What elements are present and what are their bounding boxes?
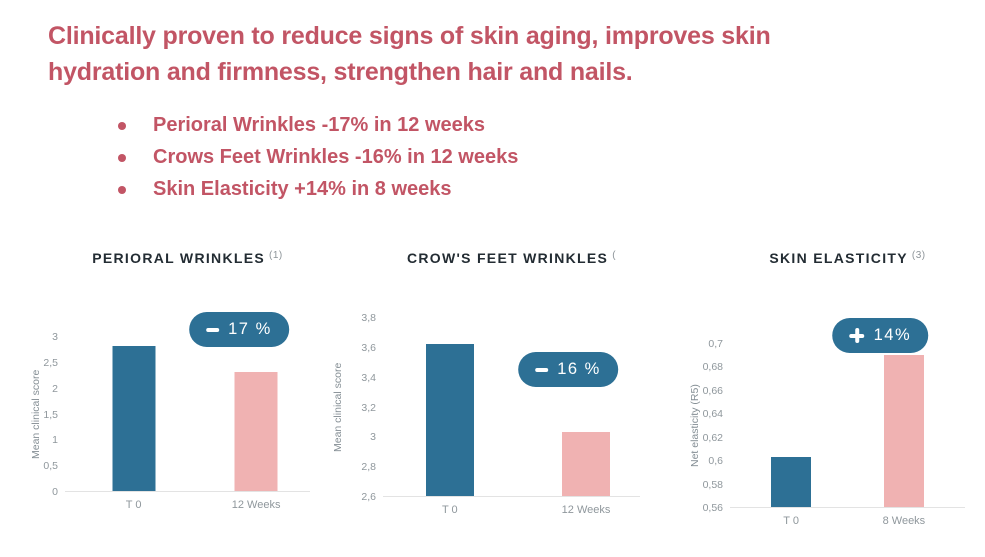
minus-icon: [535, 367, 549, 372]
plot-area: 16 %: [383, 318, 640, 497]
badge-label: 16 %: [557, 360, 601, 378]
list-item: Crows Feet Wrinkles -16% in 12 weeks: [118, 146, 518, 169]
y-tick-label: 3: [52, 331, 58, 343]
x-axis-line: [730, 507, 965, 508]
chart-skin-elasticity: SKIN ELASTICITY (3) Net elasticity (R5) 0,7…: [687, 250, 965, 528]
x-category-label: T 0: [441, 504, 458, 516]
y-axis-ticks: 0,7 0,68 0,66 0,64 0,62 0,6 0,58 0,56: [702, 338, 730, 514]
chart-title-superscript: (3): [911, 250, 926, 261]
chart-title-text: CROW'S FEET WRINKLES: [406, 250, 609, 266]
bullet-icon: [118, 153, 126, 162]
plot-area: 17 %: [65, 312, 310, 492]
bar-12-weeks: [234, 372, 278, 491]
list-item: Perioral Wrinkles -17% in 12 weeks: [118, 114, 518, 137]
chart-title: PERIORAL WRINKLES (1): [28, 250, 310, 270]
bullet-icon: [118, 185, 126, 194]
bar-12-weeks: [562, 431, 611, 496]
bar-t-0: [771, 456, 812, 507]
chart-title-superscript: (: [612, 250, 617, 261]
y-axis-label: Net elasticity (R5): [689, 384, 701, 468]
chart-title-text: PERIORAL WRINKLES: [92, 250, 265, 266]
chart-perioral-wrinkles: PERIORAL WRINKLES (1) Mean clinical score 3…: [28, 250, 310, 512]
bar-t-0: [425, 343, 474, 496]
page-title: Clinically proven to reduce signs of ski…: [48, 22, 771, 86]
change-badge: 14%: [832, 318, 929, 353]
change-badge: 17 %: [189, 312, 289, 347]
chart-body: Mean clinical score 3,8 3,6 3,4 3,2 3 2,8 2,6 16…: [330, 312, 640, 517]
y-tick-label: 0,64: [702, 408, 723, 421]
list-item: Skin Elasticity +14% in 8 weeks: [118, 178, 518, 201]
x-category-label: T 0: [783, 515, 799, 527]
bar-8-weeks: [883, 354, 924, 507]
y-tick-label: 1,5: [43, 408, 58, 421]
y-tick-label: 3,8: [361, 312, 376, 324]
x-axis-line: [65, 491, 310, 492]
y-tick-label: 2,8: [361, 461, 376, 474]
chart-title: CROW'S FEET WRINKLES(: [330, 250, 640, 270]
change-badge: 16 %: [518, 352, 618, 387]
chart-crow-s-feet-wrinkles: CROW'S FEET WRINKLES( Mean clinical score…: [330, 250, 640, 517]
y-tick-label: 2,6: [361, 491, 376, 503]
x-axis-line: [383, 496, 640, 497]
y-tick-label: 0,5: [43, 460, 58, 473]
y-tick-label: 0,66: [702, 384, 723, 397]
y-axis-label: Mean clinical score: [332, 362, 344, 453]
y-tick-label: 2: [52, 382, 58, 395]
y-tick-label: 3,6: [361, 341, 376, 354]
y-axis-ticks: 3,8 3,6 3,4 3,2 3 2,8 2,6: [346, 312, 383, 503]
bullet-icon: [118, 121, 126, 130]
chart-title: SKIN ELASTICITY (3): [687, 250, 965, 270]
bar-t-0: [112, 346, 156, 491]
y-tick-label: 0,56: [702, 502, 723, 514]
minus-icon: [206, 327, 220, 332]
y-tick-label: 0,68: [702, 361, 723, 374]
x-category-label: 12 Weeks: [231, 499, 281, 511]
y-tick-label: 3,2: [361, 401, 376, 414]
x-axis-labels: T 0 12 Weeks: [383, 497, 640, 517]
x-category-label: T 0: [125, 499, 142, 511]
x-category-label: 12 Weeks: [561, 504, 611, 516]
x-category-label: 8 Weeks: [882, 515, 926, 527]
chart-body: Net elasticity (R5) 0,7 0,68 0,66 0,64 0,62 0,…: [687, 318, 965, 528]
x-axis-labels: T 0 8 Weeks: [730, 508, 965, 528]
plot-area: 14%: [730, 318, 965, 508]
y-tick-label: 0,58: [702, 478, 723, 491]
plot-wrap: 17 % T 0 12 Weeks: [65, 312, 310, 512]
benefits-list: Perioral Wrinkles -17% in 12 weeks Crows…: [118, 114, 518, 210]
benefit-item-text: Skin Elasticity +14% in 8 weeks: [153, 178, 452, 200]
chart-title-text: SKIN ELASTICITY: [769, 250, 908, 266]
y-tick-label: 3,4: [361, 371, 376, 384]
plot-wrap: 16 % T 0 12 Weeks: [383, 318, 640, 517]
badge-label: 14%: [873, 326, 912, 344]
y-tick-label: 0,6: [708, 455, 723, 468]
x-axis-labels: T 0 12 Weeks: [65, 492, 310, 512]
benefit-item-text: Crows Feet Wrinkles -16% in 12 weeks: [153, 146, 519, 168]
charts-row: PERIORAL WRINKLES (1) Mean clinical score 3…: [0, 240, 985, 557]
chart-title-superscript: (1): [269, 250, 283, 261]
y-tick-label: 2,5: [43, 356, 58, 369]
y-tick-label: 0,7: [708, 338, 723, 350]
y-tick-label: 3: [370, 431, 376, 444]
y-tick-label: 0,62: [702, 431, 723, 444]
y-tick-label: 0: [52, 486, 58, 498]
badge-label: 17 %: [228, 320, 272, 338]
plot-wrap: 14% T 0 8 Weeks: [730, 318, 965, 528]
y-tick-label: 1: [52, 434, 58, 447]
y-axis-ticks: 3 2,5 2 1,5 1 0,5 0: [43, 331, 65, 498]
plus-icon: [849, 328, 865, 343]
benefit-item-text: Perioral Wrinkles -17% in 12 weeks: [153, 114, 486, 136]
y-axis-label: Mean clinical score: [30, 369, 42, 460]
